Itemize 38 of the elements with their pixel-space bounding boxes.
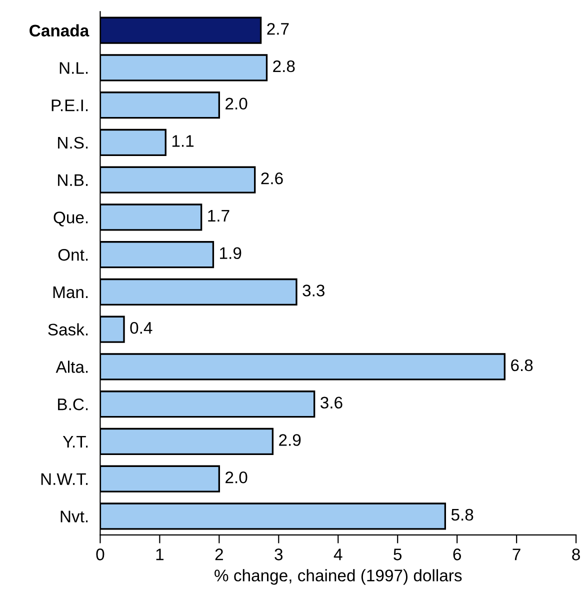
data-label: 1.9 bbox=[220, 247, 242, 260]
data-label: 2.8 bbox=[273, 60, 295, 72]
y-tick-label: Ont. bbox=[58, 248, 88, 261]
x-tick-label: 5 bbox=[394, 548, 402, 560]
y-tick-label: P.E.I. bbox=[52, 100, 88, 112]
y-tick-label: N.B. bbox=[58, 174, 88, 186]
x-tick-label: 0 bbox=[96, 548, 104, 560]
x-tick-label: 1 bbox=[156, 548, 164, 560]
data-label: 2.0 bbox=[226, 98, 248, 110]
data-label: 1.1 bbox=[172, 135, 194, 147]
data-label: 3.6 bbox=[320, 396, 342, 409]
x-tick-label: 3 bbox=[274, 548, 283, 560]
x-tick-label: 8 bbox=[572, 548, 580, 560]
data-label: 2.6 bbox=[261, 172, 283, 184]
x-axis-title: % change, chained (1997) dollars bbox=[214, 569, 462, 585]
x-tick-label: 4 bbox=[334, 548, 342, 560]
x-tick-label: 7 bbox=[512, 548, 520, 560]
y-tick-label: Sask. bbox=[48, 323, 88, 336]
data-label: 0.4 bbox=[130, 322, 152, 334]
y-tick-label: B.C. bbox=[58, 398, 88, 410]
y-tick-label: Que. bbox=[54, 212, 88, 226]
y-tick-label: N.L. bbox=[60, 62, 88, 74]
y-tick-label: N.W.T. bbox=[41, 473, 88, 485]
y-tick-label: N.S. bbox=[58, 136, 88, 149]
y-tick-label: Nvt. bbox=[60, 510, 88, 522]
y-tick-label: Man. bbox=[53, 286, 88, 298]
y-tick-label: Alta. bbox=[56, 360, 88, 373]
data-label: 6.8 bbox=[511, 359, 533, 372]
x-tick-label: 6 bbox=[453, 548, 461, 560]
data-label: 5.8 bbox=[451, 508, 474, 521]
y-tick-label: Canada bbox=[30, 24, 90, 37]
data-label: 3.3 bbox=[302, 284, 324, 296]
y-tick-label: Y.T. bbox=[62, 436, 88, 448]
data-label: 2.7 bbox=[267, 22, 289, 35]
x-tick-label: 2 bbox=[215, 548, 223, 560]
data-label: 1.7 bbox=[208, 210, 230, 222]
data-label: 2.9 bbox=[279, 434, 301, 446]
data-label: 2.0 bbox=[226, 471, 248, 484]
